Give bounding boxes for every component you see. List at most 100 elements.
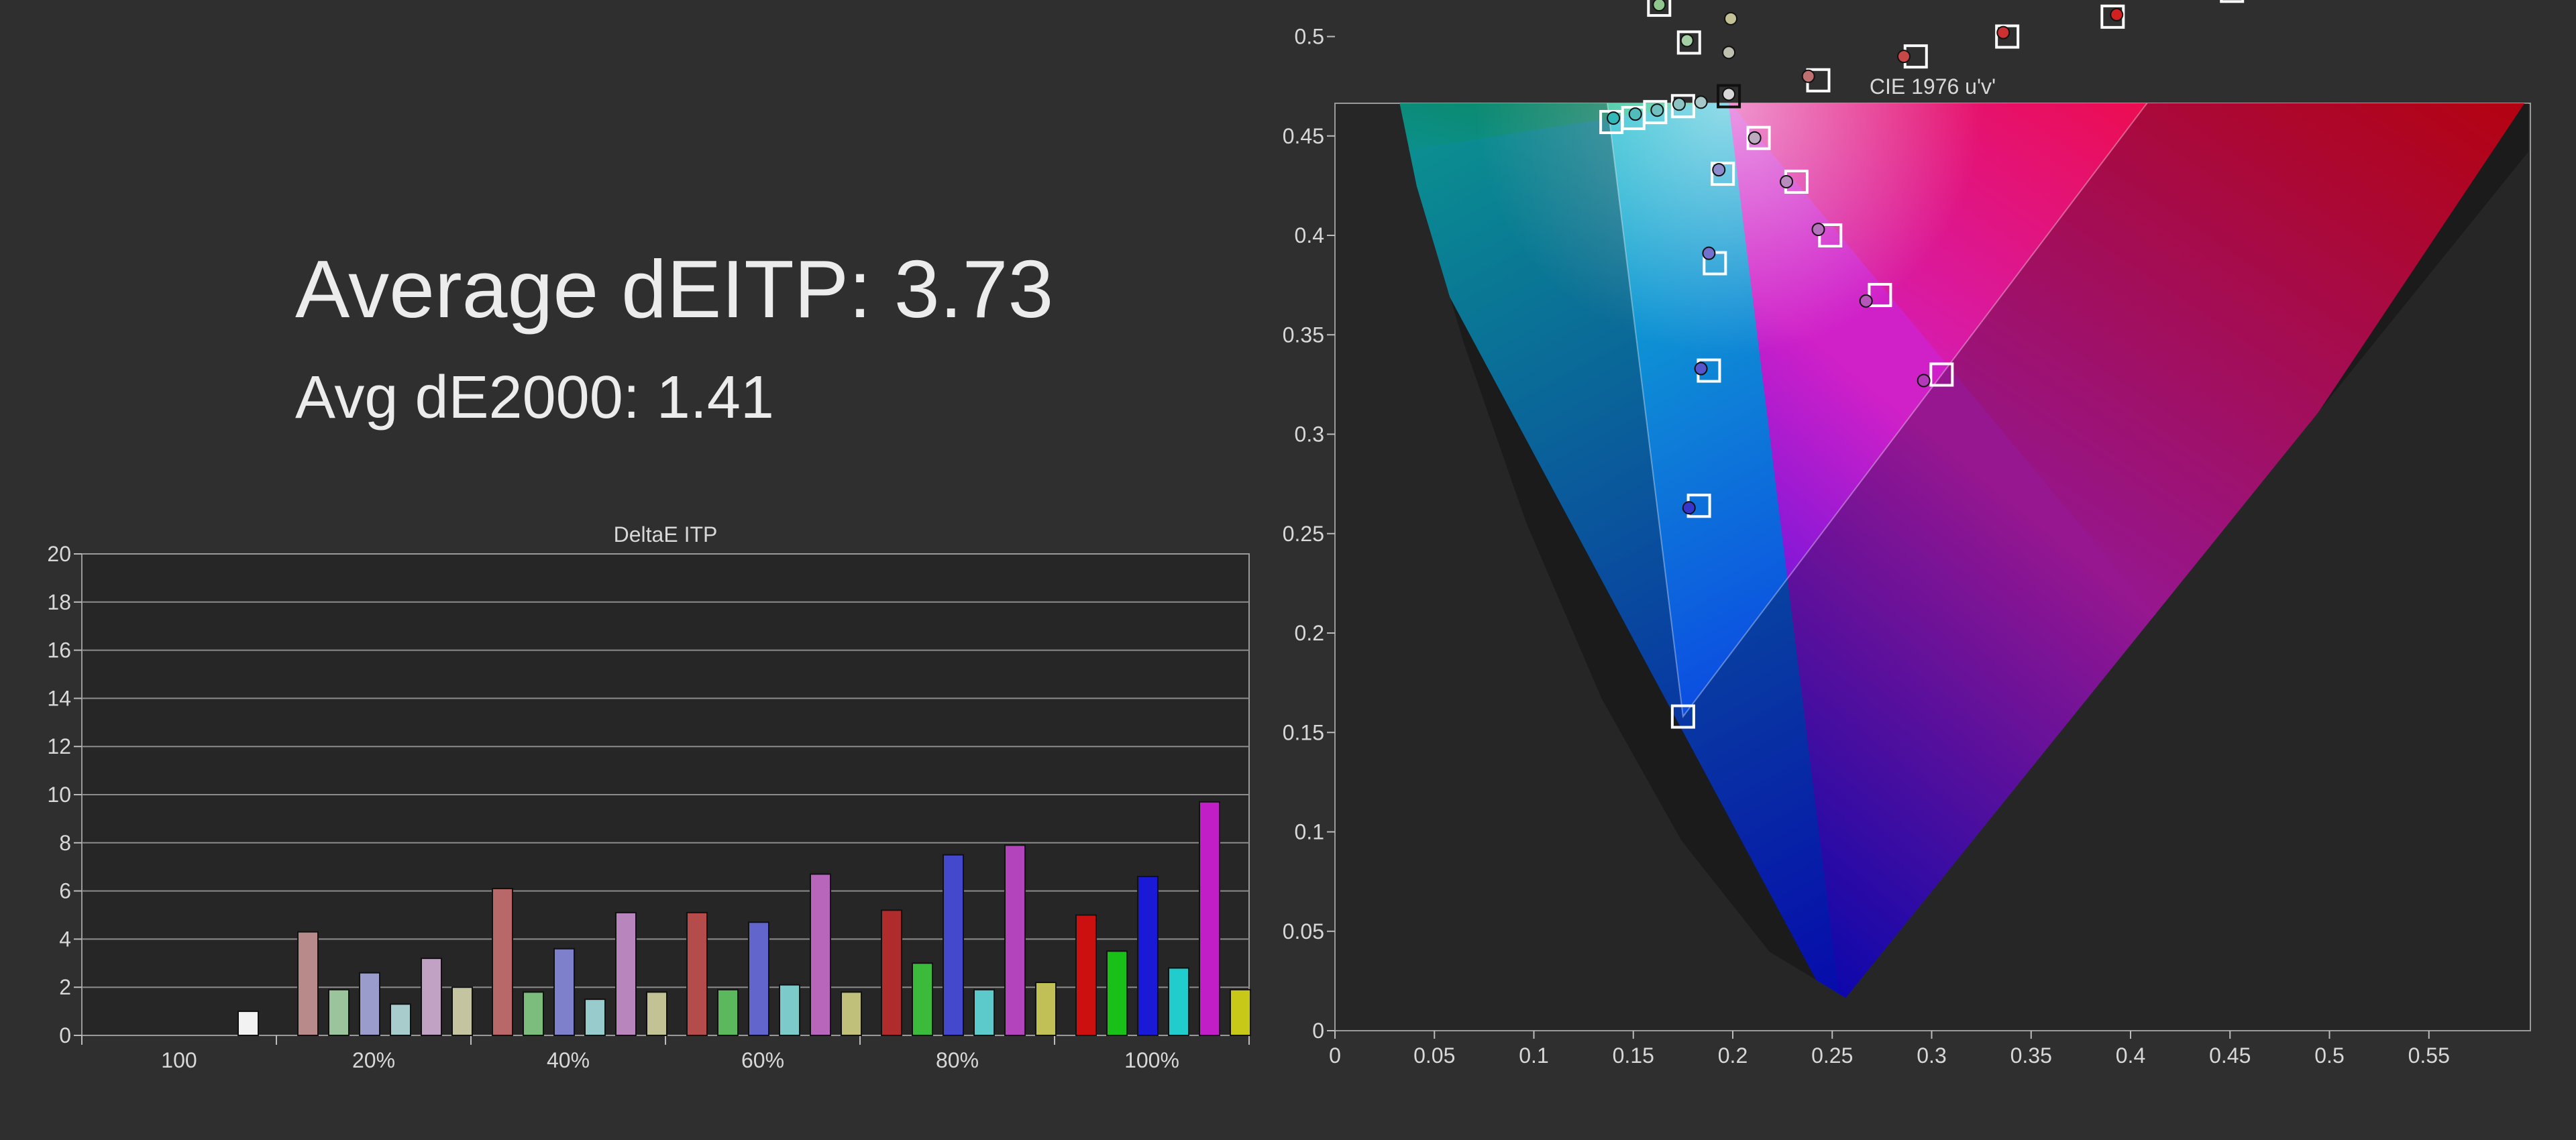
bar-y-tick-label: 0: [59, 1023, 71, 1047]
cie-y-tick-label: 0.45: [1283, 124, 1324, 148]
cie-x-tick-label: 0.2: [1718, 1043, 1748, 1068]
bar-80%-1: [881, 909, 902, 1036]
cie-measured-point: [1722, 87, 1736, 101]
average-deitp-label: Average dEITP: 3.73: [295, 243, 1054, 335]
bar-y-tick-label: 14: [47, 686, 71, 710]
bar-40%-5: [615, 911, 637, 1037]
cie-measured-point: [1712, 163, 1726, 177]
cie-x-tick-label: 0.4: [2116, 1043, 2145, 1068]
cie-y-tick-label: 0.4: [1295, 223, 1324, 247]
cie-y-tick-label: 0.5: [1295, 25, 1324, 49]
bar-100%-1: [1075, 914, 1097, 1036]
cie-measured-point: [1680, 34, 1694, 48]
cie-target-square: [1995, 24, 2020, 49]
cie-locus-group: [1391, 0, 2528, 999]
cie-measured-point: [1780, 174, 1794, 188]
cie-x-tick-label: 0.5: [2314, 1043, 2344, 1068]
bar-chart-title: DeltaE ITP: [614, 522, 718, 547]
bar-20%-6: [451, 986, 473, 1036]
bar-40%-6: [646, 991, 667, 1037]
bar-x-tick-label: 100: [161, 1048, 197, 1072]
cie-y-tick-label: 0.15: [1283, 720, 1324, 744]
bar-60%-5: [810, 873, 831, 1036]
cie-measured-point: [1672, 97, 1686, 111]
bar-y-tick-label: 16: [47, 638, 71, 663]
bar-100-1: [237, 1011, 259, 1036]
cie-measured-point: [1996, 25, 2010, 40]
cie-measured-point: [1748, 131, 1762, 145]
bar-20%-1: [297, 931, 319, 1036]
cie-gamut-fill-group: [1391, 0, 2528, 999]
cie-x-tick-label: 0.55: [2408, 1043, 2450, 1068]
bar-20%-3: [359, 972, 380, 1037]
cie-measured-point: [1917, 374, 1931, 388]
bar-y-tick-label: 18: [47, 590, 71, 614]
bar-y-tick-label: 8: [59, 831, 71, 855]
cie-color-sector: [1454, 0, 1813, 100]
cie-measured-point: [1722, 46, 1736, 60]
cie-target-square: [1676, 30, 1701, 55]
cie-y-tick-label: 0.3: [1295, 422, 1324, 447]
bar-80%-2: [912, 962, 933, 1037]
bar-40%-3: [553, 948, 575, 1037]
cie-target-square: [2100, 4, 2125, 29]
cie-outside-gamut-shade: [1391, 103, 2528, 999]
cie-target-square: [1746, 125, 1771, 150]
cie-target-square: [1711, 162, 1735, 186]
cie-chart-title: CIE 1976 u'v': [1870, 74, 1996, 99]
cie-target-square: [1717, 84, 1741, 109]
bar-40%-1: [492, 888, 513, 1037]
bar-100%-5: [1199, 801, 1220, 1037]
cie-target-square: [1643, 100, 1668, 125]
bar-60%-6: [841, 991, 862, 1037]
cie-x-tick-label: 0.15: [1613, 1043, 1654, 1068]
bar-x-tick-label: 60%: [741, 1048, 784, 1072]
cie-x-tick-label: 0.1: [1519, 1043, 1548, 1068]
cie-y-tick-label: 0: [1312, 1019, 1324, 1043]
bar-y-tick-label: 2: [59, 975, 71, 999]
cie-measured-point: [1694, 361, 1708, 376]
cie-y-tick-label: 0.1: [1295, 820, 1324, 844]
cie-measured-point: [1801, 69, 1815, 83]
bar-y-tick-label: 20: [47, 542, 71, 566]
bar-80%-4: [973, 988, 995, 1037]
cie-x-tick-label: 0.35: [2010, 1043, 2052, 1068]
bar-20%-4: [390, 1003, 411, 1036]
cie-measured-point: [1702, 246, 1716, 260]
bar-80%-6: [1035, 982, 1057, 1037]
cie-x-tick-label: 0.3: [1917, 1043, 1946, 1068]
cie-measured-point: [1724, 11, 1738, 25]
bar-y-tick-label: 6: [59, 879, 71, 903]
cie-measured-point: [1694, 95, 1708, 109]
bar-20%-2: [328, 988, 350, 1037]
stats-panel: Average dEITP: 3.73 Avg dE2000: 1.41: [295, 248, 1053, 428]
cie-measured-point: [1650, 103, 1664, 117]
cie-gamut-triangle: [1606, 103, 2148, 719]
bar-20%-5: [421, 958, 442, 1036]
cie-target-square: [1670, 704, 1695, 729]
cie-y-tick-label: 0.2: [1295, 621, 1324, 645]
bar-60%-1: [686, 911, 708, 1037]
cie-x-tick-label: 0: [1329, 1043, 1341, 1068]
bar-80%-3: [943, 854, 964, 1036]
cie-y-tick-label: 0.05: [1283, 919, 1324, 944]
cie-measured-point: [1859, 294, 1873, 308]
cie-measured-point: [1652, 0, 1666, 12]
bar-y-tick-label: 12: [47, 734, 71, 758]
bar-60%-2: [717, 988, 739, 1037]
bar-80%-5: [1004, 844, 1026, 1036]
bar-100%-4: [1168, 967, 1189, 1036]
cie-target-square: [1647, 0, 1672, 17]
cie-x-tick-label: 0.25: [1811, 1043, 1853, 1068]
bar-40%-2: [523, 991, 544, 1037]
avg-de2000-label: Avg dE2000: 1.41: [295, 364, 774, 431]
cie-x-tick-label: 0.05: [1413, 1043, 1455, 1068]
bar-100%-3: [1137, 876, 1159, 1037]
cie-x-tick-label: 0.45: [2209, 1043, 2251, 1068]
bar-60%-4: [779, 984, 800, 1036]
cie-measured-point: [1682, 501, 1696, 515]
bar-x-tick-label: 40%: [547, 1048, 590, 1072]
cie-target-square: [2220, 0, 2245, 3]
